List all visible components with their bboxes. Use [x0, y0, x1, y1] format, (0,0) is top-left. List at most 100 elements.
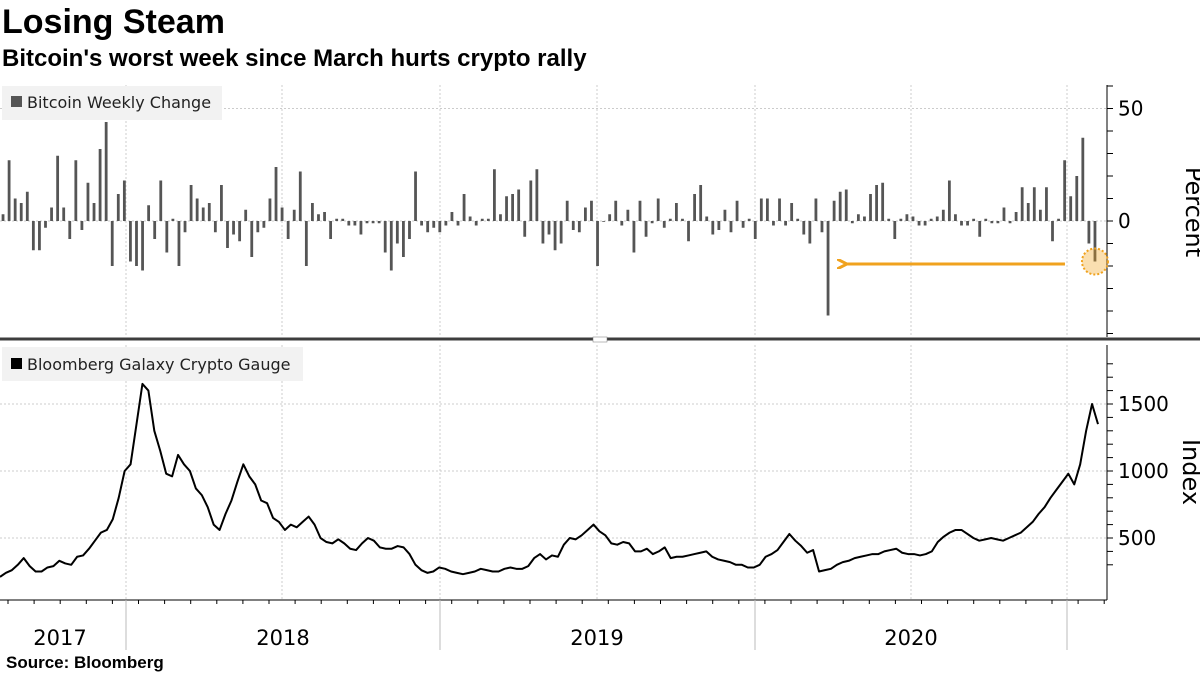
x-tick-label: 2018 [256, 626, 309, 650]
weekly-change-bar [323, 212, 326, 221]
weekly-change-bar [468, 216, 472, 221]
weekly-change-bar [571, 221, 575, 230]
x-axis-ticks: 2017 2018 2019 2020 [7, 600, 1105, 650]
weekly-change-bar [292, 209, 296, 221]
weekly-change-bar [402, 221, 405, 257]
weekly-change-bar [389, 221, 393, 271]
weekly-change-bar [911, 216, 915, 221]
weekly-change-bar [954, 214, 957, 221]
weekly-change-bar [602, 221, 605, 222]
weekly-change-bar [462, 194, 466, 221]
chart-title: Losing Steam [2, 3, 225, 41]
weekly-change-bar [590, 200, 593, 221]
weekly-change-bar [414, 171, 417, 221]
weekly-change-bar [450, 212, 454, 221]
weekly-change-bar [553, 221, 557, 251]
weekly-change-bar [638, 200, 642, 221]
weekly-change-bar [153, 221, 157, 239]
weekly-change-bar [177, 221, 181, 266]
weekly-change-bar [947, 180, 951, 221]
weekly-change-bar [802, 221, 806, 235]
bottom-panel: 500 1000 1500 Bloomberg Galaxy Crypto Gaug… [0, 345, 1200, 650]
weekly-change-bar [523, 221, 527, 237]
weekly-change-bar [941, 209, 945, 221]
weekly-change-bar [990, 221, 994, 224]
weekly-change-bar [929, 218, 933, 221]
weekly-change-bar [377, 221, 381, 224]
weekly-change-bar [44, 221, 47, 228]
weekly-change-bar [699, 185, 703, 221]
weekly-change-bar [347, 221, 351, 226]
weekly-change-bar [1087, 221, 1091, 244]
weekly-change-bar [335, 218, 339, 221]
weekly-change-bar [74, 160, 78, 221]
weekly-change-bar [899, 218, 903, 221]
top-y-tick-label: 0 [1118, 209, 1131, 233]
top-panel-grid [0, 85, 1107, 337]
weekly-change-bar [395, 221, 399, 244]
weekly-change-bar [644, 221, 648, 237]
top-panel-legend: Bitcoin Weekly Change [2, 86, 222, 120]
worst-week-highlight [1080, 247, 1109, 276]
panel-divider-handle[interactable] [592, 336, 608, 343]
weekly-change-bar [717, 221, 721, 230]
weekly-change-bar [432, 221, 436, 228]
weekly-change-bar [893, 221, 897, 239]
weekly-change-bar [189, 185, 193, 221]
weekly-change-bar [662, 221, 666, 228]
weekly-change-bar [887, 218, 891, 221]
weekly-change-bar [31, 221, 35, 251]
weekly-change-bar [129, 221, 132, 262]
weekly-change-bar [693, 194, 696, 221]
weekly-change-bar [608, 214, 612, 221]
weekly-change-bar [1014, 212, 1018, 221]
bottom-y-tick-label: 1000 [1118, 459, 1169, 483]
weekly-change-bar [274, 167, 278, 221]
bottom-y-axis-label: Index [1177, 439, 1200, 505]
weekly-change-bar [116, 194, 120, 221]
bottom-legend-label: Bloomberg Galaxy Crypto Gauge [27, 355, 290, 374]
top-legend-swatch [11, 96, 22, 107]
weekly-change-bar [656, 198, 660, 221]
weekly-change-bar [408, 221, 411, 239]
weekly-change-bar [38, 221, 41, 251]
weekly-change-bar [565, 200, 569, 221]
weekly-change-bar [844, 189, 848, 221]
top-y-tick-label: 50 [1118, 97, 1143, 121]
weekly-change-bar [796, 218, 800, 221]
weekly-change-bar [620, 221, 624, 226]
weekly-change-bar [329, 221, 333, 239]
weekly-change-bar [735, 200, 739, 221]
weekly-change-bar [50, 207, 53, 221]
weekly-change-bar [1002, 207, 1006, 221]
top-legend-label: Bitcoin Weekly Change [27, 93, 211, 112]
weekly-change-bar [207, 203, 211, 221]
weekly-change-bar [238, 221, 242, 242]
top-legend-background [2, 86, 222, 120]
bitcoin-weekly-bars [1, 122, 1097, 316]
weekly-change-bar [80, 221, 84, 230]
weekly-change-bar [808, 221, 812, 244]
weekly-change-bar [68, 221, 72, 239]
weekly-change-bar [1, 214, 5, 221]
weekly-change-bar [25, 191, 29, 221]
weekly-change-bar [220, 185, 223, 221]
weekly-change-bar [474, 221, 478, 226]
weekly-change-bar [881, 182, 885, 221]
weekly-change-bar [298, 171, 302, 221]
weekly-change-bar [747, 218, 751, 221]
weekly-change-bar [917, 221, 921, 226]
weekly-change-bar [104, 122, 108, 221]
weekly-change-bar [371, 221, 375, 224]
weekly-change-bar [7, 160, 11, 221]
weekly-change-bar [972, 218, 976, 221]
weekly-change-bar [311, 203, 314, 221]
weekly-change-bar [759, 198, 763, 221]
weekly-change-bar [304, 221, 308, 266]
weekly-change-bar [723, 209, 727, 221]
weekly-change-bar [1057, 218, 1060, 221]
weekly-change-bar [280, 207, 284, 221]
weekly-change-bar [19, 203, 23, 221]
weekly-change-bar [444, 221, 448, 226]
weekly-change-bar [317, 214, 320, 221]
